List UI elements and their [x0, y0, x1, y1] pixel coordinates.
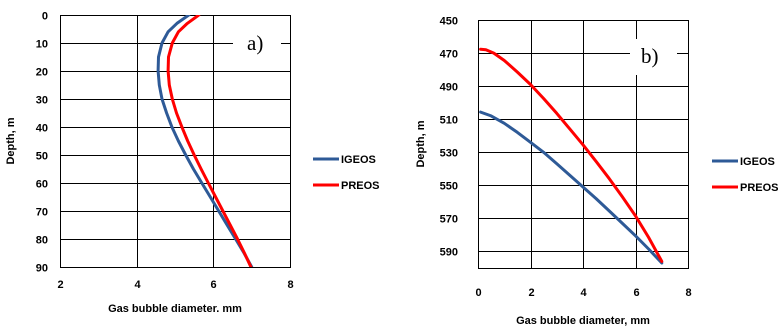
y-tick-label-a: 80: [36, 235, 48, 247]
y-tick-label-a: 60: [36, 179, 48, 191]
y-tick-label-a: 0: [42, 11, 48, 23]
y-tick-label-b: 490: [440, 82, 458, 94]
x-tick-label-b: 8: [685, 287, 691, 299]
y-tick-label-b: 450: [440, 16, 458, 28]
x-axis-label-a: Gas bubble diameter. mm: [108, 303, 242, 315]
series-line-igeos-a: [156, 15, 254, 267]
x-tick-label-a: 2: [57, 279, 63, 291]
x-tick-label-b: 2: [528, 287, 534, 299]
panel-label-box-a: [233, 26, 281, 60]
x-tick-label-b: 0: [475, 287, 481, 299]
panel-label-a: a): [247, 31, 263, 55]
y-tick-label-b: 510: [440, 115, 458, 127]
x-tick-label-a: 8: [287, 279, 293, 291]
legend-label-igeos-b: IGEOS: [740, 156, 775, 168]
y-tick-label-a: 40: [36, 123, 48, 135]
y-tick-label-a: 30: [36, 95, 48, 107]
x-tick-label-a: 4: [134, 279, 141, 291]
legend-label-preos-b: PREOS: [740, 182, 779, 194]
y-tick-label-a: 10: [36, 39, 48, 51]
y-tick-label-a: 50: [36, 151, 48, 163]
plot-frame-b: [478, 20, 689, 269]
series-line-preos-b: [479, 47, 664, 263]
y-tick-label-b: 470: [440, 49, 458, 61]
y-tick-label-a: 20: [36, 67, 48, 79]
chart-panel-b: 0 2 4 6 8 450 470 490 510 530 550 570 590 b) Gas bubbl…: [415, 16, 779, 328]
plot-frame-a: [60, 15, 291, 268]
y-tick-label-b: 550: [440, 181, 458, 193]
x-tick-label-b: 6: [633, 287, 639, 299]
y-tick-label-a: 90: [36, 263, 48, 275]
legend-label-preos-a: PREOS: [341, 180, 380, 192]
series-line-igeos-b: [479, 110, 664, 265]
x-tick-label-b: 4: [580, 287, 587, 299]
series-line-preos-a: [166, 15, 253, 267]
legend-label-igeos-a: IGEOS: [341, 154, 376, 166]
panel-label-box-b: [630, 39, 677, 75]
y-tick-label-b: 570: [440, 214, 458, 226]
y-tick-label-b: 530: [440, 148, 458, 160]
y-tick-label-a: 70: [36, 207, 48, 219]
y-axis-label-b: Depth, m: [415, 120, 427, 167]
y-axis-label-a: Depth, m: [5, 117, 17, 164]
y-tick-label-b: 590: [440, 247, 458, 259]
panel-label-b: b): [641, 44, 659, 68]
x-tick-label-a: 6: [210, 279, 216, 291]
x-axis-label-b: Gas bubble diameter, mm: [516, 315, 650, 327]
